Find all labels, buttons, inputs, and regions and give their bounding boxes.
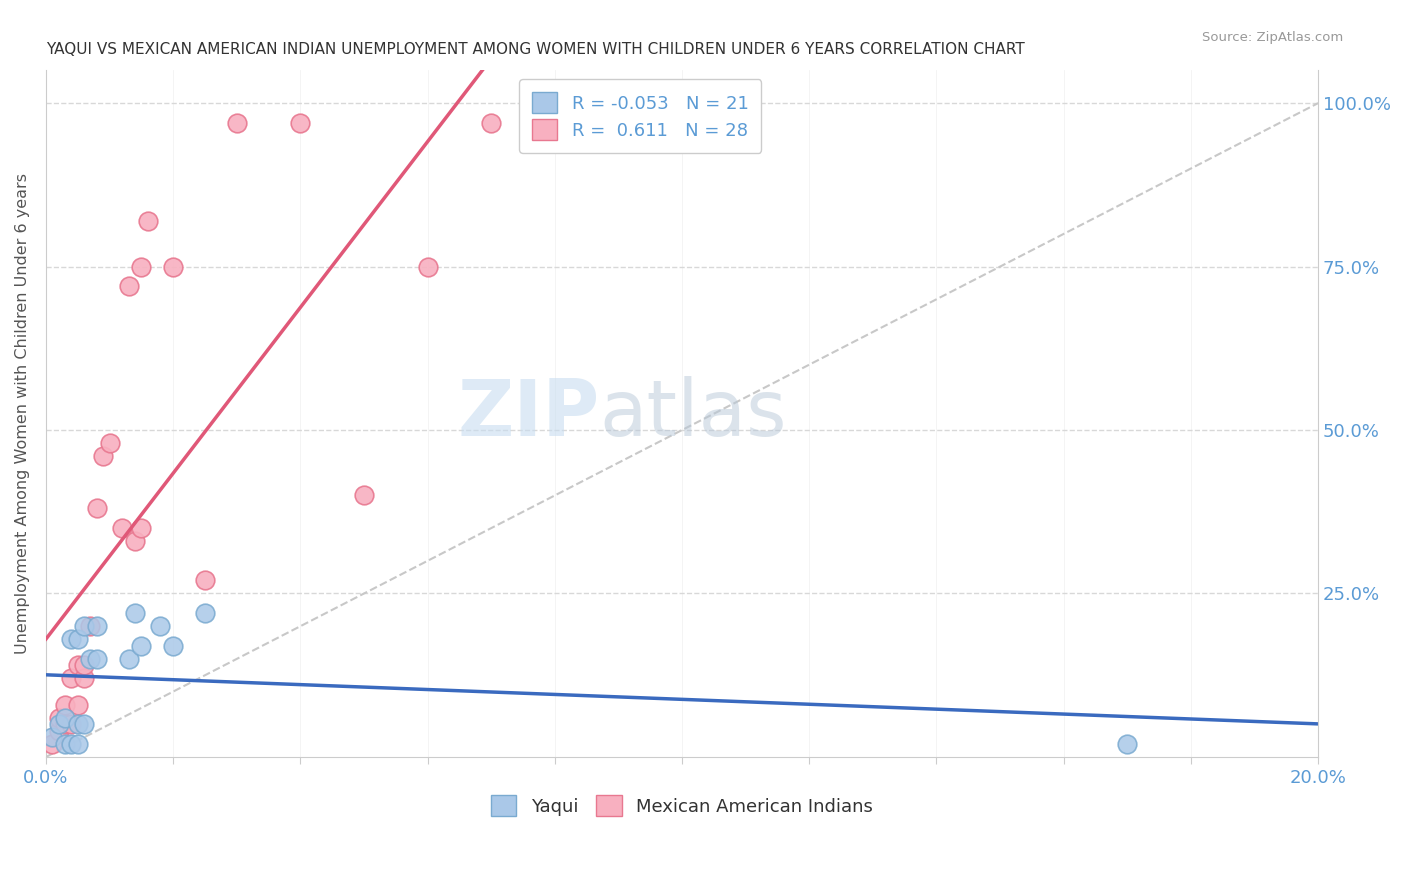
Point xyxy=(194,606,217,620)
Point xyxy=(131,260,153,274)
Point xyxy=(41,737,63,751)
Point xyxy=(66,737,89,751)
Point xyxy=(66,698,89,712)
Point xyxy=(225,116,247,130)
Point xyxy=(48,717,70,731)
Point xyxy=(479,116,502,130)
Point xyxy=(149,619,172,633)
Point xyxy=(194,574,217,588)
Point xyxy=(124,606,146,620)
Point xyxy=(290,116,312,130)
Text: atlas: atlas xyxy=(599,376,787,451)
Point xyxy=(66,632,89,647)
Text: YAQUI VS MEXICAN AMERICAN INDIAN UNEMPLOYMENT AMONG WOMEN WITH CHILDREN UNDER 6 : YAQUI VS MEXICAN AMERICAN INDIAN UNEMPLO… xyxy=(46,42,1025,57)
Point xyxy=(53,711,76,725)
Point xyxy=(73,717,96,731)
Point xyxy=(416,260,439,274)
Legend: Yaqui, Mexican American Indians: Yaqui, Mexican American Indians xyxy=(484,789,880,823)
Point xyxy=(111,521,134,535)
Point xyxy=(53,737,76,751)
Point xyxy=(60,672,83,686)
Point xyxy=(73,672,96,686)
Point xyxy=(41,731,63,745)
Point xyxy=(118,652,141,666)
Point xyxy=(1116,737,1139,751)
Text: Source: ZipAtlas.com: Source: ZipAtlas.com xyxy=(1202,31,1343,45)
Point xyxy=(86,619,108,633)
Point xyxy=(48,711,70,725)
Point xyxy=(79,652,101,666)
Point xyxy=(86,501,108,516)
Point xyxy=(131,521,153,535)
Point xyxy=(162,260,184,274)
Point xyxy=(60,632,83,647)
Point xyxy=(86,652,108,666)
Point xyxy=(73,658,96,673)
Point xyxy=(66,717,89,731)
Point xyxy=(48,723,70,738)
Point xyxy=(79,619,101,633)
Point xyxy=(136,214,159,228)
Point xyxy=(60,717,83,731)
Point xyxy=(124,534,146,549)
Point xyxy=(53,717,76,731)
Point xyxy=(98,436,121,450)
Point xyxy=(73,619,96,633)
Point xyxy=(131,639,153,653)
Point xyxy=(53,698,76,712)
Point xyxy=(162,639,184,653)
Y-axis label: Unemployment Among Women with Children Under 6 years: Unemployment Among Women with Children U… xyxy=(15,173,30,654)
Point xyxy=(91,449,114,463)
Point xyxy=(60,737,83,751)
Text: ZIP: ZIP xyxy=(457,376,599,451)
Point xyxy=(353,488,375,502)
Point xyxy=(66,658,89,673)
Point xyxy=(118,279,141,293)
